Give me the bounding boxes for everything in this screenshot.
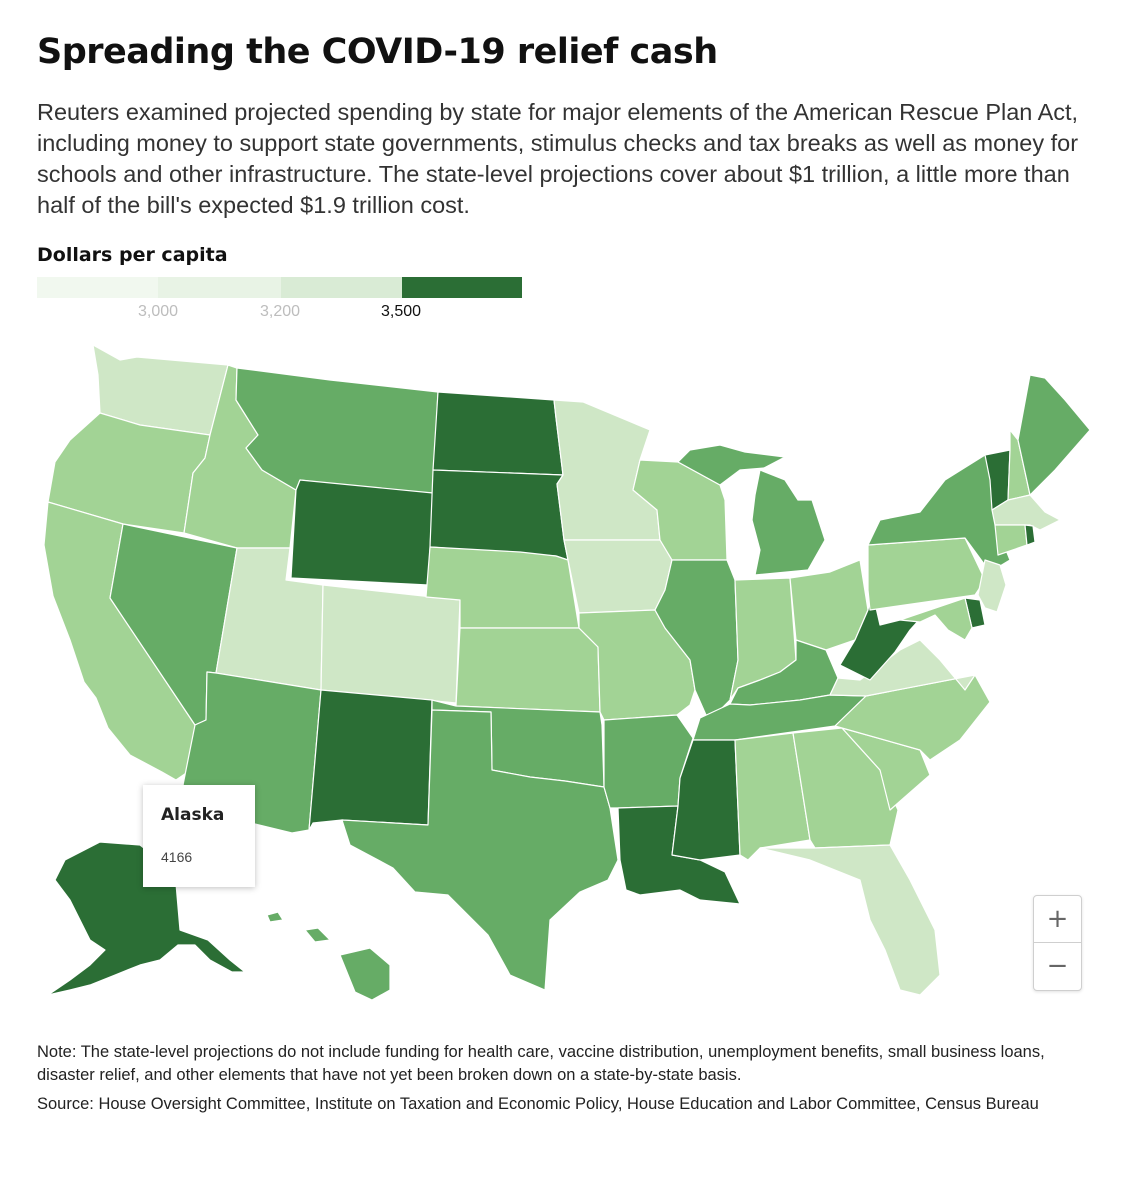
state-nm[interactable]	[308, 689, 433, 831]
state-mi-lp[interactable]	[751, 469, 826, 576]
state-hi-oahu[interactable]	[266, 911, 284, 923]
zoom-in-button[interactable]: +	[1046, 904, 1069, 934]
state-hi-maui[interactable]	[304, 927, 331, 943]
state-tx[interactable]	[341, 709, 619, 991]
us-choropleth-map	[43, 344, 1091, 1001]
state-hi-big[interactable]	[339, 947, 391, 1001]
legend-swatch-3000-3200	[158, 277, 281, 298]
state-wy[interactable]	[290, 479, 434, 586]
state-nd[interactable]	[432, 391, 564, 476]
legend-tick: 3,500	[380, 303, 422, 320]
legend-title: Dollars per capita	[37, 244, 228, 266]
tooltip-value: 4166	[161, 849, 193, 865]
legend-swatch-above-3500	[402, 277, 522, 298]
state-co[interactable]	[320, 584, 461, 704]
zoom-controls: + −	[1033, 895, 1082, 991]
state-md[interactable]	[899, 597, 973, 641]
footnote: Note: The state-level projections do not…	[37, 1043, 1045, 1084]
state-nj[interactable]	[977, 559, 1007, 613]
legend-color-scale	[37, 277, 522, 298]
state-sd[interactable]	[429, 469, 569, 561]
state-me[interactable]	[1017, 374, 1091, 496]
state-ct[interactable]	[994, 524, 1028, 556]
zoom-out-button[interactable]: −	[1034, 942, 1081, 989]
state-ia[interactable]	[563, 539, 673, 614]
state-ri[interactable]	[1024, 524, 1036, 546]
legend-swatch-3200-3500	[281, 277, 402, 298]
state-ak[interactable]	[47, 841, 246, 996]
chart-title: Spreading the COVID-19 relief cash	[37, 32, 718, 72]
state-ks[interactable]	[455, 627, 601, 713]
legend-tick: 3,000	[137, 303, 179, 320]
source-note: Source: House Oversight Committee, Insti…	[37, 1095, 1039, 1113]
legend-tick: 3,200	[259, 303, 301, 320]
tooltip-state-name: Alaska	[161, 805, 225, 825]
state-tooltip: Alaska 4166	[143, 785, 255, 887]
chart-subtitle: Reuters examined projected spending by s…	[37, 99, 1079, 218]
state-mi-up[interactable]	[677, 444, 786, 486]
legend-swatch-below-3000	[37, 277, 158, 298]
state-nc[interactable]	[834, 674, 991, 761]
state-fl[interactable]	[759, 844, 941, 996]
